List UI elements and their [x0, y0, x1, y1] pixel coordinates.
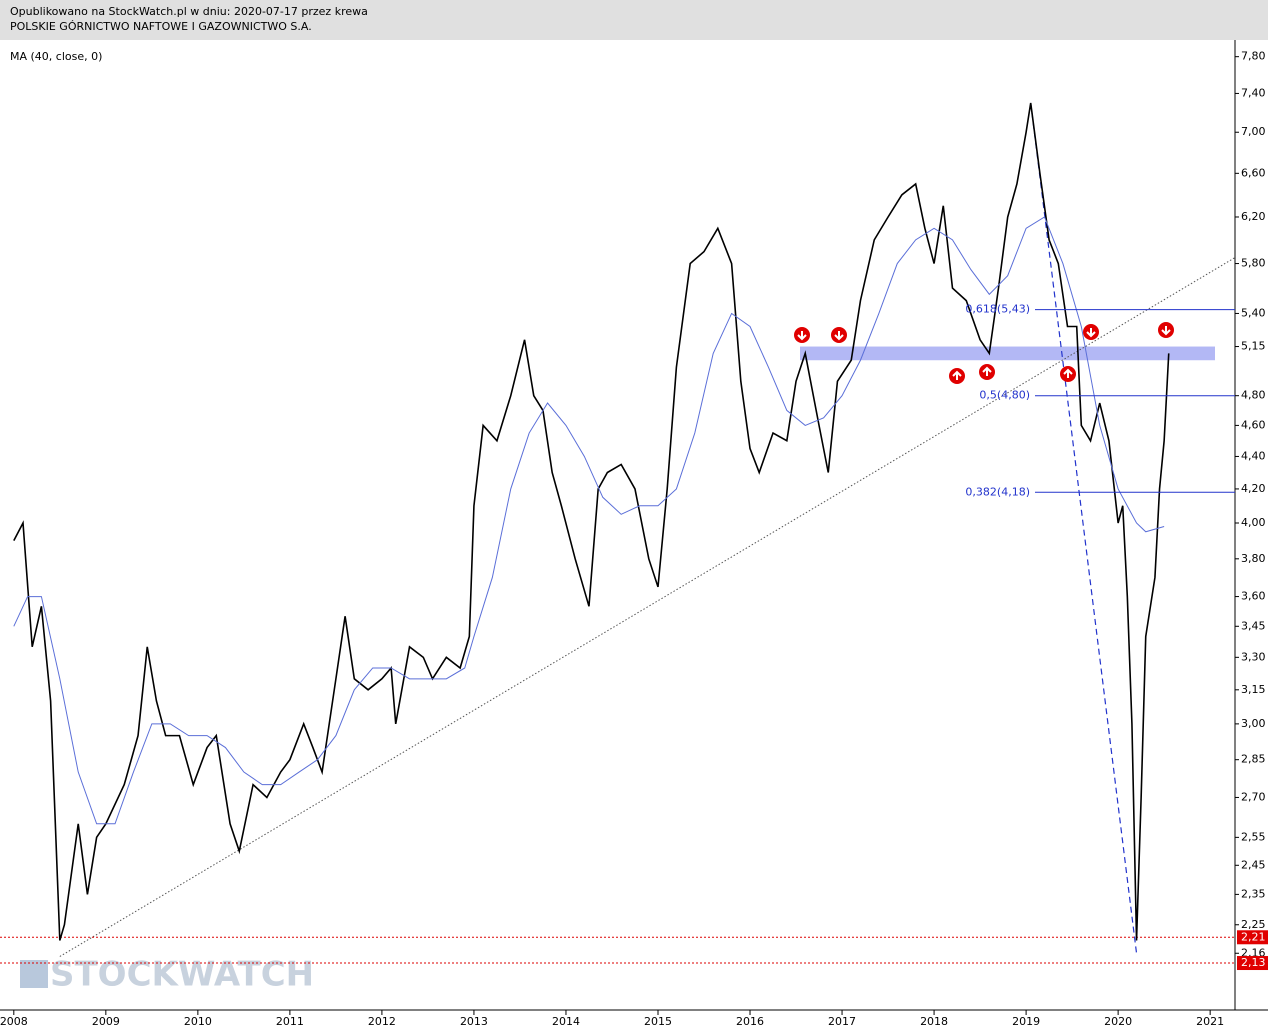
signal-arrow: [952, 370, 962, 380]
signal-arrow: [797, 331, 807, 341]
signal-arrow: [834, 331, 844, 341]
x-tick-label: 2009: [92, 1015, 120, 1028]
x-tick-label: 2010: [184, 1015, 212, 1028]
watermark-icon: [20, 960, 48, 988]
x-tick-label: 2011: [276, 1015, 304, 1028]
signal-arrow: [1063, 368, 1073, 378]
header-line: Opublikowano na StockWatch.pl w dniu: 20…: [10, 5, 368, 18]
signal-arrow: [1161, 326, 1171, 336]
y-tick-label: 5,80: [1241, 257, 1266, 270]
x-tick-label: 2015: [644, 1015, 672, 1028]
y-tick-label: 4,60: [1241, 418, 1266, 431]
y-tick-label: 5,15: [1241, 340, 1266, 353]
price-tag-label: 2,21: [1241, 930, 1266, 943]
signal-arrow: [982, 366, 992, 376]
x-tick-label: 2016: [736, 1015, 764, 1028]
x-tick-label: 2021: [1196, 1015, 1224, 1028]
y-tick-label: 3,80: [1241, 552, 1266, 565]
fib-label: 0,382(4,18): [965, 485, 1030, 498]
y-tick-label: 6,20: [1241, 210, 1266, 223]
watermark-group: [20, 960, 48, 988]
y-tick-label: 2,85: [1241, 753, 1266, 766]
header-line: POLSKIE GÓRNICTWO NAFTOWE I GAZOWNICTWO …: [10, 20, 312, 33]
y-tick-label: 4,40: [1241, 449, 1266, 462]
y-tick-label: 2,35: [1241, 887, 1266, 900]
y-tick-label: 3,00: [1241, 717, 1266, 730]
x-tick-label: 2013: [460, 1015, 488, 1028]
y-tick-label: 7,00: [1241, 125, 1266, 138]
y-tick-label: 4,20: [1241, 482, 1266, 495]
y-tick-label: 3,45: [1241, 619, 1266, 632]
x-tick-label: 2008: [0, 1015, 28, 1028]
resistance-zone: [800, 346, 1215, 361]
y-tick-label: 7,40: [1241, 86, 1266, 99]
ma-line: [13, 216, 1165, 825]
price-tag: [1237, 956, 1268, 971]
header-bar: [0, 0, 1268, 40]
y-tick-label: 2,45: [1241, 858, 1266, 871]
x-tick-label: 2019: [1012, 1015, 1040, 1028]
y-tick-label: 7,80: [1241, 50, 1266, 63]
y-tick-label: 4,00: [1241, 516, 1266, 529]
price-line: [13, 102, 1170, 941]
price-tag-label: 2,13: [1241, 956, 1266, 969]
y-tick-label: 6,60: [1241, 166, 1266, 179]
y-tick-label: 3,15: [1241, 683, 1266, 696]
y-tick-label: 2,16: [1241, 946, 1266, 959]
x-tick-label: 2020: [1104, 1015, 1132, 1028]
x-tick-label: 2012: [368, 1015, 396, 1028]
y-tick-label: 2,55: [1241, 830, 1266, 843]
fib-label: 0,5(4,80): [979, 389, 1030, 402]
fib-swing: [1030, 102, 1138, 954]
price-tag: [1237, 930, 1268, 945]
x-tick-label: 2014: [552, 1015, 580, 1028]
legend-entry: MA (40, close, 0): [10, 50, 102, 63]
trendline: [59, 257, 1236, 957]
y-tick-label: 4,80: [1241, 389, 1266, 402]
x-tick-label: 2018: [920, 1015, 948, 1028]
watermark: STOCKWATCH: [50, 955, 314, 995]
x-tick-label: 2017: [828, 1015, 856, 1028]
y-tick-label: 2,25: [1241, 918, 1266, 931]
y-tick-label: 3,30: [1241, 650, 1266, 663]
y-tick-label: 3,60: [1241, 590, 1266, 603]
y-tick-label: 5,40: [1241, 306, 1266, 319]
fib-label: 0,618(5,43): [965, 303, 1030, 316]
y-tick-label: 2,70: [1241, 790, 1266, 803]
signal-arrow: [1086, 328, 1096, 338]
